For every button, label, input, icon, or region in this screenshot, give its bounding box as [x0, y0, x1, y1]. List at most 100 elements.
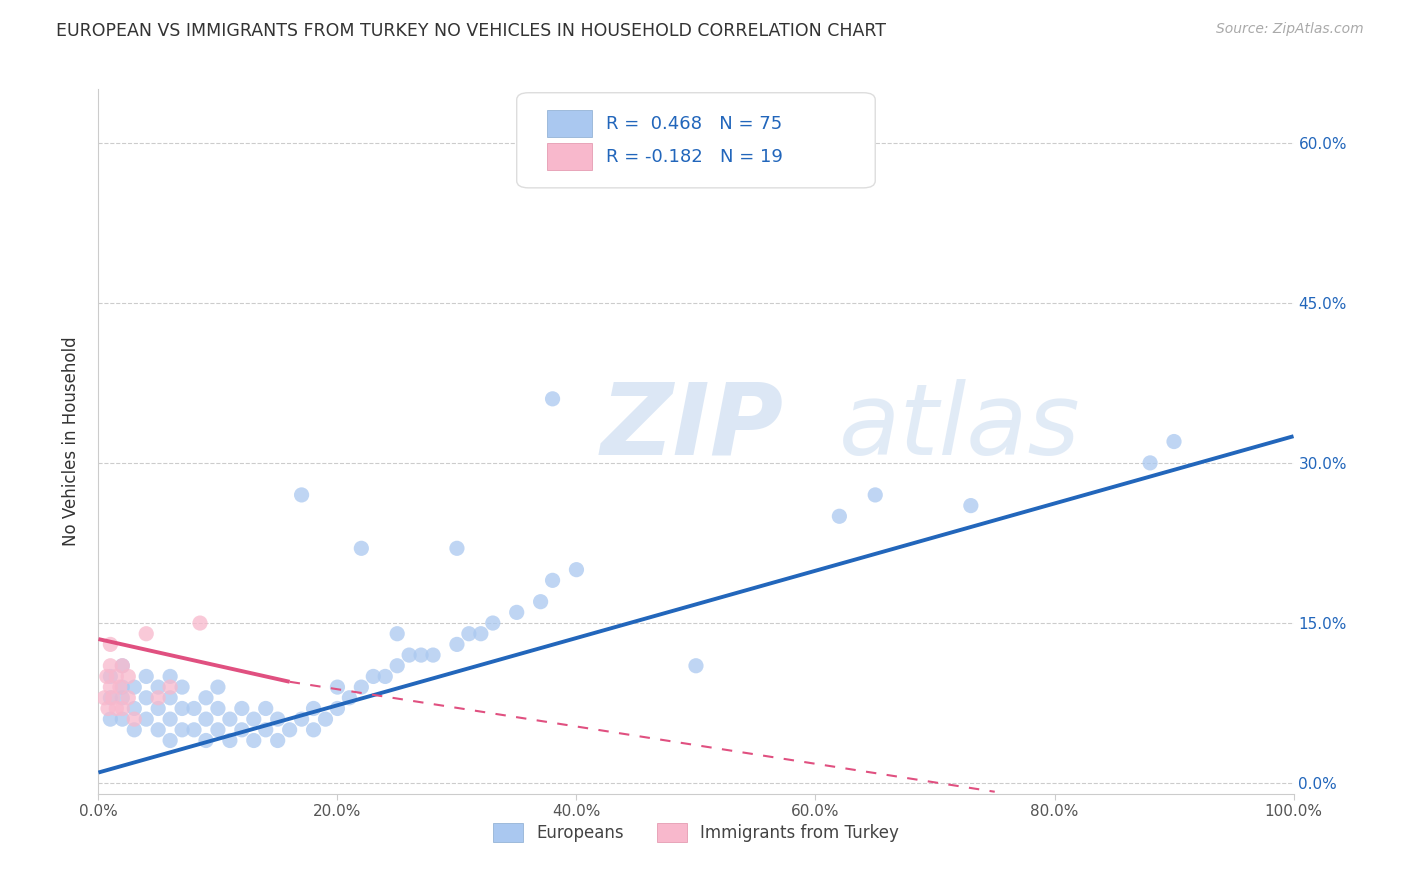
Point — [385, 658, 409, 673]
Point — [828, 509, 851, 524]
Point — [302, 701, 325, 715]
Point — [124, 723, 146, 737]
Point — [254, 723, 277, 737]
Point — [363, 669, 385, 683]
Point — [98, 658, 122, 673]
Point — [278, 723, 301, 737]
Point — [207, 723, 229, 737]
Point — [148, 701, 170, 715]
Point — [1163, 434, 1185, 449]
Point — [446, 637, 468, 651]
Point — [195, 733, 218, 747]
Point — [541, 574, 564, 588]
Point — [98, 712, 122, 726]
Text: R = -0.182   N = 19: R = -0.182 N = 19 — [606, 148, 783, 166]
Point — [219, 733, 242, 747]
Point — [207, 680, 229, 694]
Point — [93, 690, 115, 705]
Point — [98, 669, 122, 683]
Point — [124, 712, 146, 726]
Point — [385, 626, 409, 640]
Point — [219, 712, 242, 726]
Point — [231, 723, 253, 737]
Point — [254, 701, 277, 715]
Point — [124, 680, 146, 694]
Point — [207, 701, 229, 715]
Point — [117, 669, 139, 683]
FancyBboxPatch shape — [547, 111, 592, 137]
Point — [172, 723, 194, 737]
Point — [111, 658, 134, 673]
Point — [398, 648, 420, 662]
Text: atlas: atlas — [839, 379, 1081, 476]
Point — [105, 701, 128, 715]
Point — [291, 712, 314, 726]
Point — [267, 712, 290, 726]
Point — [350, 541, 373, 556]
Point — [326, 680, 349, 694]
Point — [97, 701, 120, 715]
Point — [422, 648, 444, 662]
Point — [159, 712, 181, 726]
Point — [98, 637, 122, 651]
Point — [267, 733, 290, 747]
Point — [148, 690, 170, 705]
Text: Source: ZipAtlas.com: Source: ZipAtlas.com — [1216, 22, 1364, 37]
Point — [339, 690, 361, 705]
Point — [111, 680, 134, 694]
Point — [411, 648, 433, 662]
Point — [98, 680, 122, 694]
Point — [506, 606, 529, 620]
Text: ZIP: ZIP — [600, 379, 783, 476]
Point — [960, 499, 983, 513]
Point — [302, 723, 325, 737]
Point — [865, 488, 887, 502]
Point — [105, 669, 128, 683]
Point — [470, 626, 492, 640]
Point — [159, 669, 181, 683]
Point — [135, 690, 157, 705]
Point — [195, 712, 218, 726]
Point — [159, 690, 181, 705]
Point — [111, 701, 134, 715]
Point — [315, 712, 337, 726]
Point — [446, 541, 468, 556]
Point — [231, 701, 253, 715]
Point — [565, 563, 588, 577]
Point — [188, 615, 211, 630]
Point — [148, 723, 170, 737]
Point — [183, 701, 205, 715]
Point — [111, 712, 134, 726]
Point — [135, 669, 157, 683]
Point — [111, 658, 134, 673]
Point — [350, 680, 373, 694]
Point — [98, 690, 122, 705]
Point — [96, 669, 118, 683]
Point — [124, 701, 146, 715]
FancyBboxPatch shape — [547, 144, 592, 170]
Point — [481, 615, 505, 630]
Point — [183, 723, 205, 737]
Point — [326, 701, 349, 715]
Point — [541, 392, 564, 406]
Text: EUROPEAN VS IMMIGRANTS FROM TURKEY NO VEHICLES IN HOUSEHOLD CORRELATION CHART: EUROPEAN VS IMMIGRANTS FROM TURKEY NO VE… — [56, 22, 886, 40]
Y-axis label: No Vehicles in Household: No Vehicles in Household — [62, 336, 80, 547]
FancyBboxPatch shape — [517, 93, 876, 188]
Point — [148, 680, 170, 694]
Point — [291, 488, 314, 502]
Point — [374, 669, 396, 683]
Point — [101, 690, 124, 705]
Point — [458, 626, 481, 640]
Point — [530, 595, 553, 609]
Point — [117, 690, 139, 705]
Point — [172, 680, 194, 694]
Point — [135, 712, 157, 726]
Point — [159, 680, 181, 694]
Point — [195, 690, 218, 705]
Point — [685, 658, 707, 673]
Text: R =  0.468   N = 75: R = 0.468 N = 75 — [606, 115, 783, 133]
Point — [111, 690, 134, 705]
Point — [135, 626, 157, 640]
Point — [159, 733, 181, 747]
Point — [243, 712, 266, 726]
